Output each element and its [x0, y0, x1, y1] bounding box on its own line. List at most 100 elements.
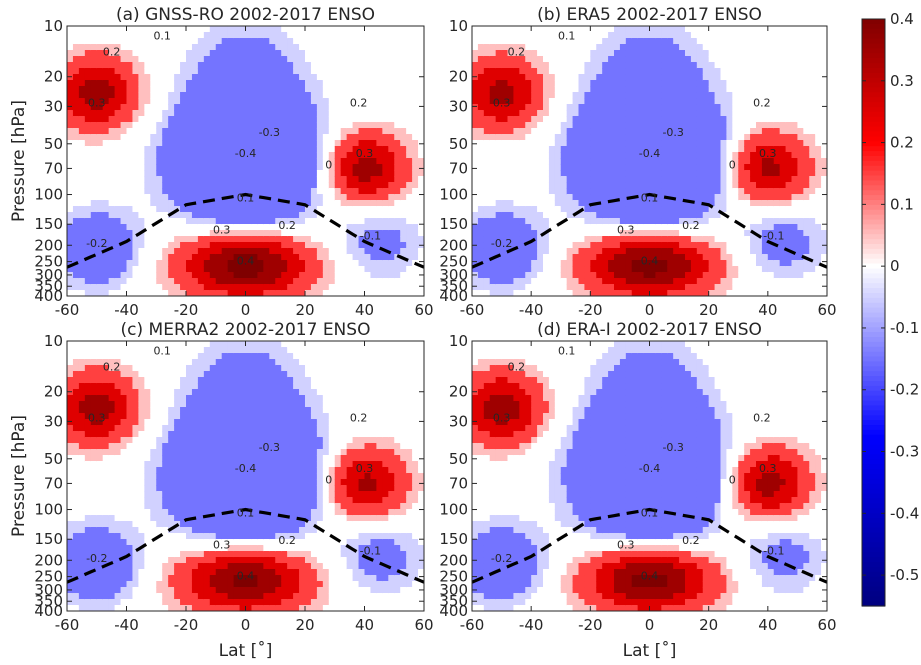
- field-fill: [472, 341, 827, 611]
- contour-label: 0.2: [682, 534, 700, 547]
- y-tick-label: 50: [44, 135, 63, 153]
- y-tick-label: 150: [439, 215, 468, 233]
- contour-label: 0.4: [641, 570, 659, 583]
- x-tick-label: 40: [758, 301, 777, 319]
- y-tick-label: 150: [439, 530, 468, 548]
- y-tick-label: 30: [449, 412, 468, 430]
- y-tick-label: 10: [449, 332, 468, 350]
- colorbar-tick-label: -0.1: [890, 319, 919, 337]
- field-fill: [472, 26, 827, 296]
- x-tick-label: -20: [174, 301, 199, 319]
- field-fill: [67, 26, 424, 296]
- contour-label: 0.2: [508, 361, 526, 374]
- y-tick-label: 350: [34, 592, 63, 610]
- contour-label: 0.4: [237, 570, 255, 583]
- contour-label: 0.3: [88, 96, 106, 109]
- contour-label: -0.4: [639, 462, 660, 475]
- contour-label: 0.3: [213, 223, 231, 236]
- contour-label: -0.3: [259, 126, 280, 139]
- x-tick-label: -20: [174, 616, 199, 634]
- y-tick-label: 250: [439, 568, 468, 586]
- contour-label: 0.2: [350, 96, 368, 109]
- panel-c: 0.4 0.3 0.2 0.1 -0.4-0.3 0.3 0.2 0.3 0.2 -0.2 -0.1…: [9, 320, 434, 661]
- x-axis-label: Lat [˚]: [219, 640, 273, 661]
- y-tick-label: 250: [439, 253, 468, 271]
- x-tick-label: 40: [355, 616, 374, 634]
- y-tick-label: 20: [449, 383, 468, 401]
- contour-label: 0.3: [759, 147, 777, 160]
- contour-label: 0.1: [153, 29, 171, 42]
- contour-label: -0.1: [763, 545, 784, 558]
- y-tick-label: 20: [44, 68, 63, 86]
- tropopause-line: [471, 192, 828, 269]
- x-tick-label: 0: [241, 301, 251, 319]
- contour-label: -0.1: [763, 230, 784, 243]
- contour-label: 0.2: [103, 361, 121, 374]
- x-tick-label: -40: [114, 301, 139, 319]
- tropopause-line: [66, 192, 425, 269]
- contour-label: 0.3: [213, 538, 231, 551]
- x-tick-label: 20: [295, 301, 314, 319]
- x-axis-label: Lat [˚]: [623, 640, 677, 661]
- colorbar-tick-label: 0.1: [890, 195, 914, 213]
- y-tick-label: 400: [34, 602, 63, 620]
- contour-label: 0.1: [237, 192, 255, 205]
- y-tick-label: 10: [44, 332, 63, 350]
- y-tick-label: 30: [44, 412, 63, 430]
- contour-label: 0.3: [493, 411, 511, 424]
- contour-label: -0.1: [360, 230, 381, 243]
- field-fill: [67, 341, 424, 611]
- contour-label: 0: [729, 473, 736, 486]
- y-tick-label: 300: [439, 266, 468, 284]
- y-tick-label: 250: [34, 253, 63, 271]
- contour-label: 0.4: [641, 255, 659, 268]
- contour-label: 0.2: [278, 534, 296, 547]
- contour-label: 0.3: [88, 411, 106, 424]
- contour-label: 0.2: [753, 96, 771, 109]
- y-tick-label: 20: [44, 383, 63, 401]
- colorbar-tick-label: 0.3: [890, 72, 914, 90]
- contour-label: 0: [325, 473, 332, 486]
- contour-label: -0.3: [662, 126, 683, 139]
- x-tick-label: -40: [519, 616, 544, 634]
- contour-label: 0.2: [508, 46, 526, 59]
- x-tick-label: 20: [295, 616, 314, 634]
- y-tick-label: 30: [44, 97, 63, 115]
- y-tick-label: 20: [449, 68, 468, 86]
- x-tick-label: -60: [460, 616, 485, 634]
- colorbar-tick-label: 0: [890, 257, 900, 275]
- contour-label: 0.3: [617, 538, 635, 551]
- y-tick-label: 100: [439, 186, 468, 204]
- panel-title: (c) MERRA2 2002-2017 ENSO: [121, 320, 371, 340]
- panel-d: 0.4 0.3 0.2 0.1 -0.4-0.3 0.3 0.2 0.3 0.2 -0.2 -0.1…: [439, 320, 836, 661]
- y-tick-label: 250: [34, 568, 63, 586]
- contour-label: 0.1: [237, 507, 255, 520]
- contour-label: 0: [729, 158, 736, 171]
- tropopause-line: [66, 507, 425, 584]
- contour-label: -0.2: [86, 552, 107, 565]
- x-tick-label: 60: [817, 301, 836, 319]
- x-tick-label: 40: [355, 301, 374, 319]
- contour-label: 0.1: [641, 192, 659, 205]
- contour-label: 0.2: [350, 411, 368, 424]
- x-tick-label: 20: [699, 301, 718, 319]
- colorbar-tick-label: -0.4: [890, 504, 919, 522]
- contour-label: 0.3: [617, 223, 635, 236]
- y-tick-label: 100: [439, 501, 468, 519]
- y-tick-label: 300: [439, 581, 468, 599]
- colorbar-tick-label: -0.5: [890, 566, 919, 584]
- contour-label: 0.3: [759, 462, 777, 475]
- x-tick-label: -60: [55, 301, 80, 319]
- y-tick-label: 300: [34, 266, 63, 284]
- contour-label: 0.1: [558, 29, 576, 42]
- y-tick-label: 10: [449, 17, 468, 35]
- y-tick-label: 50: [449, 135, 468, 153]
- y-tick-label: 350: [439, 277, 468, 295]
- y-tick-label: 100: [34, 186, 63, 204]
- colorbar-tick-label: -0.3: [890, 443, 919, 461]
- x-tick-label: 0: [241, 616, 251, 634]
- contour-label: -0.2: [491, 552, 512, 565]
- contour-label: -0.4: [235, 462, 256, 475]
- x-tick-label: -40: [114, 616, 139, 634]
